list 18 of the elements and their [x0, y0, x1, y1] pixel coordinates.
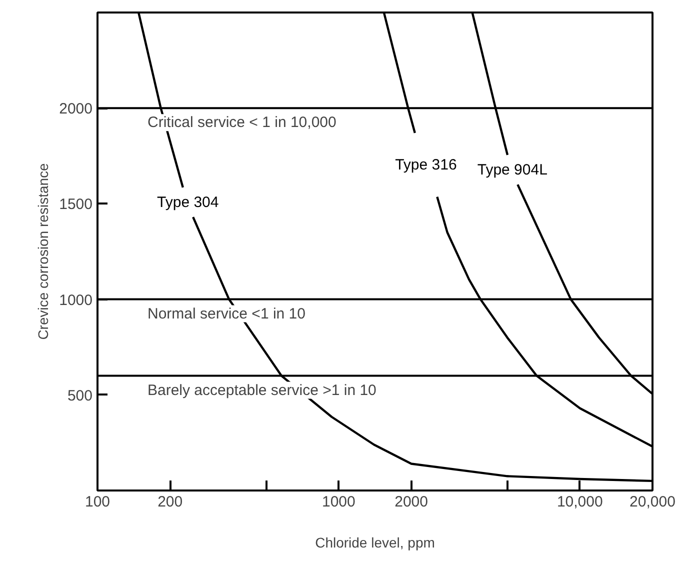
text: Type 316: [395, 156, 457, 174]
y-tick-label: 500: [67, 387, 93, 404]
ref-line-label: Critical service < 1 in 10,000: [148, 114, 336, 132]
series-label: Type 304: [157, 194, 219, 211]
y-tick-label: 1500: [59, 196, 93, 214]
series-label: Type 904L: [477, 161, 548, 178]
x-axis-title: Chloride level, ppm: [315, 534, 435, 550]
x-tick-label: 20,000: [630, 494, 676, 510]
x-tick-label: 200: [158, 494, 183, 510]
ref-line-label: Barely acceptable service >1 in 10: [148, 382, 376, 399]
y-tick-label: 2000: [59, 100, 93, 118]
x-tick-label: 10,000: [556, 494, 603, 510]
x-tick-label: 2000: [394, 494, 428, 510]
x-tick-label: 100: [84, 494, 110, 510]
y-tick-label: 1000: [59, 292, 93, 309]
ref-line-label: Normal service <1 in 10: [148, 305, 306, 322]
x-tick-label: 1000: [322, 494, 356, 510]
y-axis-title: Crevice corrosion resistance: [35, 162, 52, 340]
